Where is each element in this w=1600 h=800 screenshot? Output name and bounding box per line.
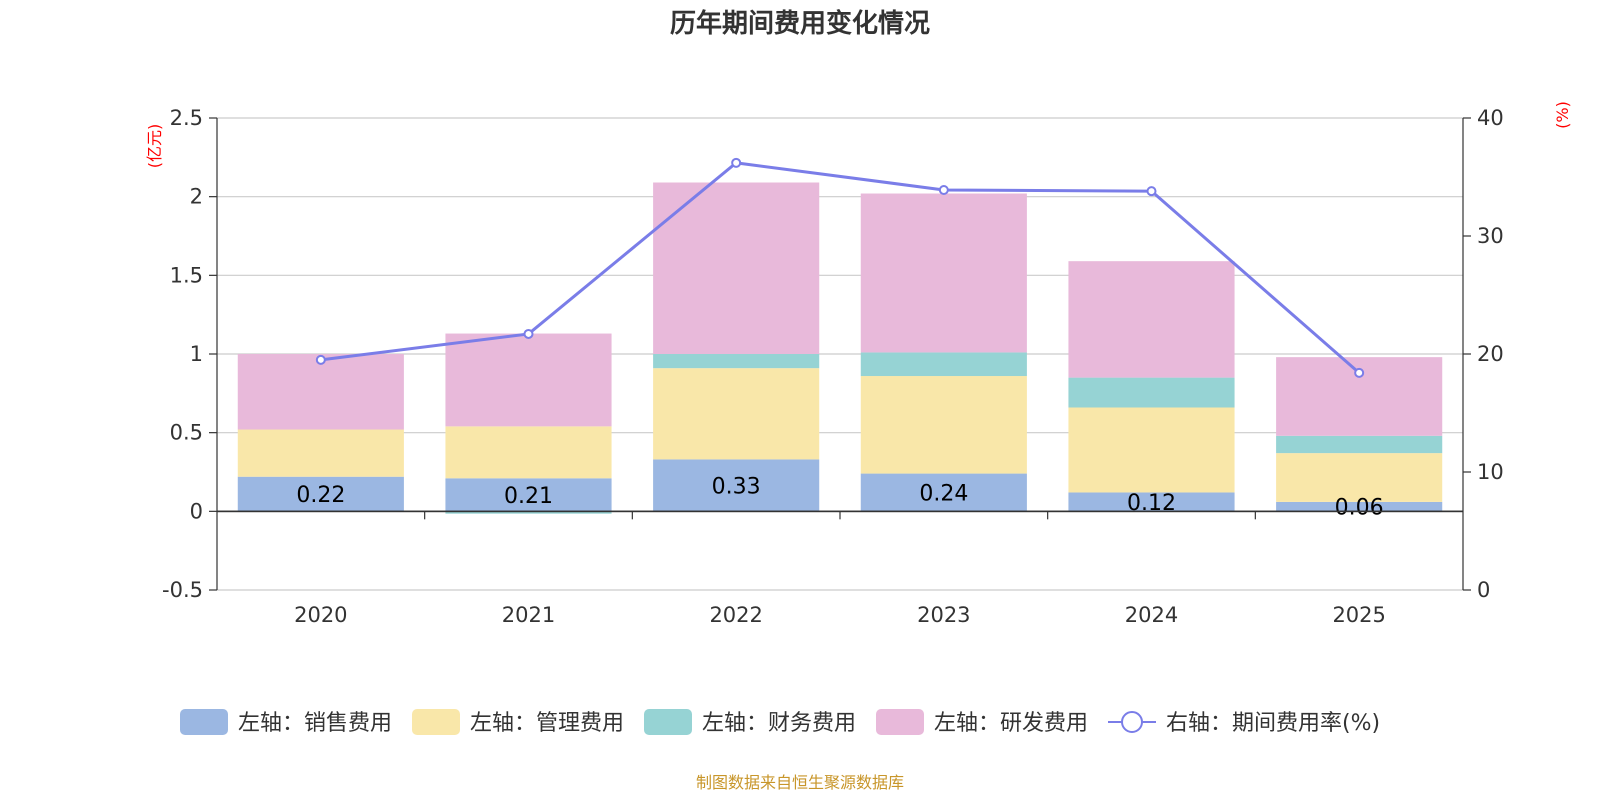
left-tick-label: 2.5: [170, 106, 203, 130]
bar-2023-series-0: [860, 473, 1027, 512]
legend-label-4: 右轴：期间费用率(%): [1166, 711, 1380, 736]
bar-2020-series-3: [237, 354, 404, 430]
legend: 左轴：销售费用 左轴：管理费用 左轴：财务费用 左轴：研发费用 右轴：期间费用率(%): [180, 709, 1380, 736]
data-label-2022: 0.33: [712, 474, 761, 499]
data-label-2024: 0.12: [1127, 491, 1176, 516]
legend-label-2: 左轴：财务费用: [702, 711, 856, 736]
data-label-2025: 0.06: [1335, 496, 1384, 521]
data-labels: 0.22 0.21 0.33 0.24 0.12 0.06: [217, 474, 1463, 521]
left-tick-label: 1: [190, 342, 203, 366]
rate-point-2025: [1354, 367, 1365, 378]
right-tick-label: 40: [1477, 106, 1504, 130]
bar-2024-series-0: [1068, 492, 1235, 512]
x-tick-label-2025: 2025: [1332, 603, 1385, 627]
x-tick-label-2022: 2022: [709, 603, 762, 627]
x-tick-label-2021: 2021: [502, 603, 555, 627]
right-axis-unit: (%): [1553, 101, 1572, 129]
bar-2022-series-2: [653, 354, 820, 369]
left-tick-label: 2: [190, 185, 203, 209]
line-series: [315, 157, 1365, 378]
rate-point-2021: [523, 328, 534, 339]
data-label-2023: 0.24: [919, 481, 968, 506]
right-tick-label: 20: [1477, 342, 1504, 366]
bar-2021-series-3: [445, 333, 612, 427]
left-tick-label: 1.5: [170, 263, 203, 287]
rate-point-2024: [1146, 186, 1157, 197]
x-tick-label-2020: 2020: [294, 603, 347, 627]
legend-swatch-0: [180, 709, 228, 735]
legend-swatch-3: [876, 709, 924, 735]
chart-title: 历年期间费用变化情况: [670, 8, 930, 39]
bar-2025-series-2: [1276, 435, 1443, 454]
bar-2021-series-2: [445, 511, 612, 514]
data-label-2020: 0.22: [296, 483, 345, 508]
right-tick-label: 10: [1477, 460, 1504, 484]
data-source-note: 制图数据来自恒生聚源数据库: [696, 773, 904, 792]
bar-2021-series-0: [445, 478, 612, 512]
right-tick-label: 0: [1477, 578, 1490, 602]
x-tick-label-2024: 2024: [1125, 603, 1178, 627]
bar-2022-series-3: [653, 182, 820, 354]
rate-point-2022: [731, 157, 742, 168]
legend-line-marker: [1121, 711, 1143, 733]
bar-2022-series-1: [653, 368, 820, 460]
grid-lines: [217, 117, 1463, 591]
legend-label-0: 左轴：销售费用: [238, 711, 392, 736]
data-label-2021: 0.21: [504, 484, 553, 509]
legend-swatch-2: [644, 709, 692, 735]
bar-2023-series-1: [860, 376, 1027, 474]
legend-label-1: 左轴：管理费用: [470, 711, 624, 736]
rate-point-2020: [315, 354, 326, 365]
bar-2024-series-2: [1068, 377, 1235, 408]
bar-2025-series-1: [1276, 453, 1443, 502]
bar-2020-series-1: [237, 429, 404, 477]
left-tick-label: 0.5: [170, 421, 203, 445]
right-tick-label: 30: [1477, 224, 1504, 248]
left-axis-unit: (亿元): [145, 124, 164, 169]
bar-2020-series-0: [237, 476, 404, 512]
bar-2023-series-3: [860, 193, 1027, 353]
bar-2021-series-1: [445, 426, 612, 479]
left-tick-label: -0.5: [162, 578, 203, 602]
bar-2024-series-1: [1068, 407, 1235, 493]
legend-swatch-1: [412, 709, 460, 735]
bar-2023-series-2: [860, 352, 1027, 377]
legend-label-3: 左轴：研发费用: [934, 711, 1088, 736]
bar-2025-series-0: [1276, 501, 1443, 512]
bar-series: [237, 182, 1443, 514]
left-tick-label: 0: [190, 499, 203, 523]
bar-2022-series-0: [653, 459, 820, 512]
x-tick-label-2023: 2023: [917, 603, 970, 627]
rate-line: [320, 161, 1361, 375]
rate-point-2023: [938, 184, 949, 195]
bar-2024-series-3: [1068, 261, 1235, 378]
